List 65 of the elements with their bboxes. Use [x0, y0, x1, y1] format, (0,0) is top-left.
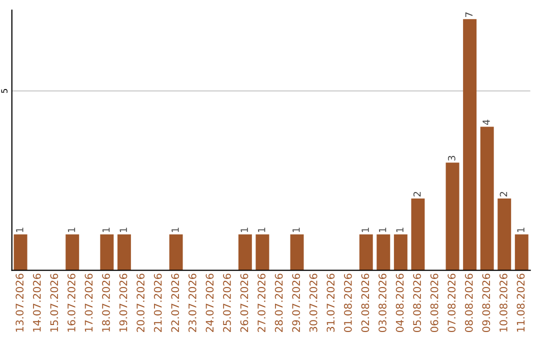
bar: [256, 234, 270, 270]
bar: [394, 234, 408, 270]
x-tick-label: 04.08.2026: [396, 274, 404, 332]
data-label: 1: [240, 228, 248, 232]
bar: [66, 234, 80, 270]
x-tick-label: 09.08.2026: [482, 274, 490, 332]
bar: [498, 198, 512, 270]
x-tick-label: 05.08.2026: [413, 274, 421, 332]
data-label: 2: [500, 192, 508, 196]
data-label: 1: [378, 228, 386, 232]
x-tick-label: 02.08.2026: [361, 274, 370, 332]
data-label: 1: [292, 228, 300, 232]
x-tick-label: 14.07.2026: [32, 274, 41, 332]
bar: [463, 19, 477, 270]
bar: [290, 234, 304, 270]
data-label: 2: [413, 192, 421, 196]
bar: [514, 234, 528, 270]
x-tick-label: 16.07.2026: [68, 274, 76, 332]
bar: [480, 126, 494, 270]
x-tick-label: 11.08.2026: [516, 274, 525, 332]
data-label: 7: [465, 12, 472, 17]
x-tick-label: 06.08.2026: [430, 274, 438, 332]
x-tick-label: 29.07.2026: [292, 274, 300, 332]
bar: [100, 234, 114, 270]
x-tick-label: 10.08.2026: [500, 274, 508, 332]
x-tick-label: 22.07.2026: [171, 274, 180, 332]
data-label: 1: [517, 228, 524, 232]
x-tick-label: 21.07.2026: [154, 274, 162, 332]
x-tick-label: 31.07.2026: [326, 274, 335, 332]
bar: [169, 234, 183, 270]
x-tick-label: 07.08.2026: [448, 274, 456, 332]
x-tick-label: 01.08.2026: [344, 274, 352, 332]
x-tick-label: 23.07.2026: [188, 274, 196, 332]
data-label: 1: [120, 228, 127, 232]
data-label: 1: [258, 228, 266, 232]
data-label: 3: [448, 156, 456, 161]
data-label: 4: [482, 120, 490, 125]
x-tick-label: 26.07.2026: [240, 274, 248, 332]
bar: [359, 234, 373, 270]
x-tick-label: 15.07.2026: [50, 274, 58, 332]
x-tick-label: 18.07.2026: [102, 274, 110, 332]
x-tick-label: 30.07.2026: [309, 274, 318, 332]
bar: [411, 198, 425, 270]
bar: [117, 234, 131, 270]
x-tick-label: 20.07.2026: [136, 274, 144, 332]
bar: [376, 234, 390, 270]
data-label: 1: [68, 228, 76, 232]
x-tick-label: 25.07.2026: [223, 274, 231, 332]
data-label: 1: [396, 228, 404, 232]
x-tick-label: 17.07.2026: [84, 274, 93, 332]
x-tick-label: 13.07.2026: [16, 274, 24, 332]
data-label: 1: [172, 228, 179, 232]
bar: [238, 234, 252, 270]
data-label: 1: [362, 228, 369, 232]
data-label: 1: [16, 228, 24, 232]
x-tick-label: 08.08.2026: [464, 274, 473, 332]
bar: [14, 234, 28, 270]
x-tick-label: 28.07.2026: [274, 274, 283, 332]
bar: [446, 162, 460, 270]
y-tick-label: 5: [1, 89, 8, 93]
data-label: 1: [102, 228, 110, 232]
x-tick-label: 27.07.2026: [258, 274, 266, 332]
x-tick-label: 03.08.2026: [378, 274, 386, 332]
x-tick-label: 24.07.2026: [206, 274, 214, 332]
x-tick-label: 19.07.2026: [119, 274, 128, 332]
